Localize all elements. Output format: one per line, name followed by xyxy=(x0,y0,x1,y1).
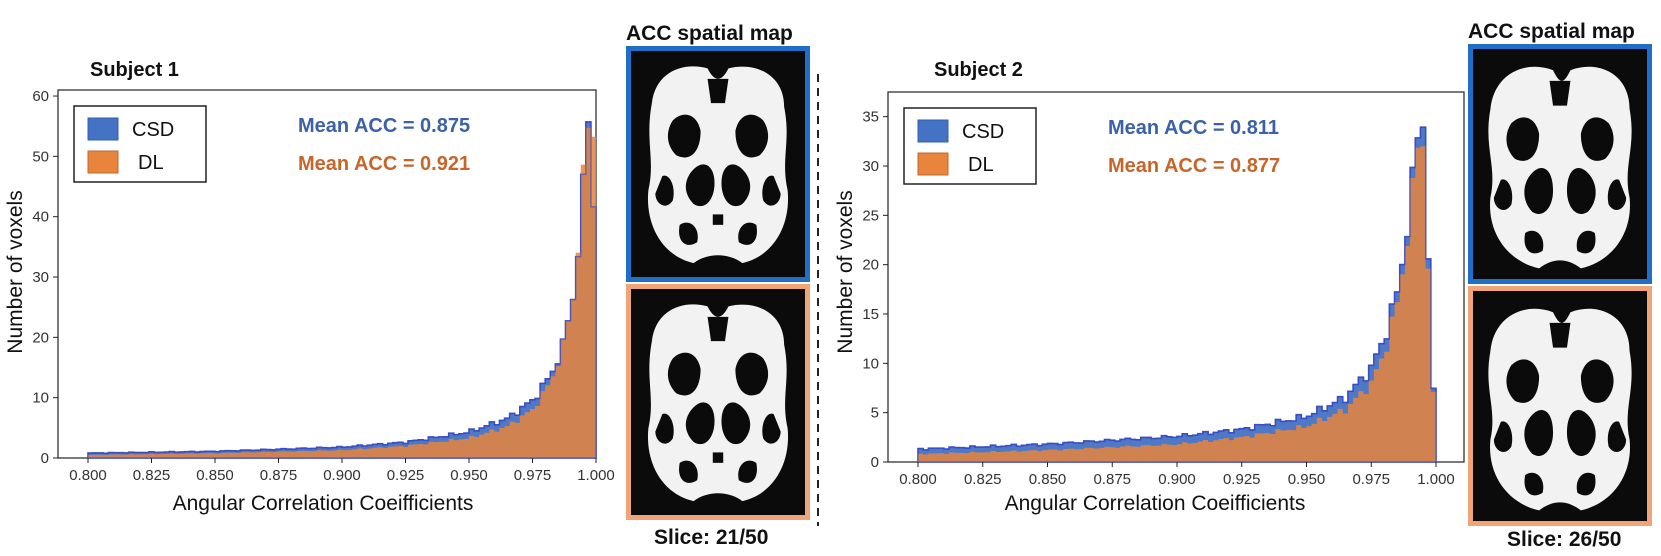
subject1-ylabel: Number of voxels xyxy=(4,190,27,353)
dl-histogram-series xyxy=(88,127,596,458)
subject1-csd-acc-map xyxy=(626,46,810,282)
legend-swatch-csd xyxy=(87,117,119,141)
subject1-title: Subject 1 xyxy=(90,59,179,81)
subject2-slice-label: Slice: 26/50 xyxy=(1507,528,1622,551)
csd-histogram-outline xyxy=(917,126,1437,463)
y-tick-label: 10 xyxy=(862,355,879,372)
mean-acc-csd: Mean ACC = 0.875 xyxy=(298,115,470,137)
y-tick-label: 5 xyxy=(871,405,879,422)
x-tick-label: 0.925 xyxy=(387,467,425,484)
x-tick-label: 0.900 xyxy=(1158,471,1196,488)
subject1-slice-label: Slice: 21/50 xyxy=(654,526,769,549)
subject2-ylabel: Number of voxels xyxy=(834,190,857,353)
legend-label-csd: CSD xyxy=(132,119,174,141)
legend-swatch-dl xyxy=(87,150,119,174)
csd-histogram-outline xyxy=(87,121,597,459)
legend-label-dl: DL xyxy=(138,152,164,174)
y-tick-label: 40 xyxy=(32,209,49,226)
y-tick-label: 10 xyxy=(32,390,49,407)
brain-slice-image xyxy=(631,289,805,515)
subject2-title: Subject 2 xyxy=(934,59,1023,81)
brain-slice-image xyxy=(631,51,805,277)
y-tick-label: 25 xyxy=(862,207,879,224)
legend-swatch-csd xyxy=(917,119,949,143)
x-tick-label: 0.800 xyxy=(899,471,937,488)
y-tick-label: 60 xyxy=(32,88,49,105)
y-tick-label: 50 xyxy=(32,148,49,165)
subject2-dl-acc-map xyxy=(1468,286,1652,526)
legend-swatch-dl xyxy=(917,152,949,176)
y-tick-label: 30 xyxy=(32,269,49,286)
x-tick-label: 0.925 xyxy=(1223,471,1261,488)
x-tick-label: 0.850 xyxy=(1029,471,1067,488)
x-tick-label: 0.800 xyxy=(69,467,107,484)
x-tick-label: 0.875 xyxy=(260,467,298,484)
subject1-map-title: ACC spatial map xyxy=(626,22,793,45)
x-tick-label: 0.825 xyxy=(964,471,1002,488)
mean-acc-dl: Mean ACC = 0.921 xyxy=(298,153,470,175)
y-tick-label: 20 xyxy=(862,257,879,274)
legend-label-csd: CSD xyxy=(962,121,1004,143)
x-tick-label: 0.975 xyxy=(514,467,552,484)
x-tick-label: 1.000 xyxy=(577,467,615,484)
brain-slice-image xyxy=(1473,49,1647,279)
x-tick-label: 0.950 xyxy=(450,467,488,484)
subject1-histogram: 0.800 0.825 0.850 0.875 0.900 0.925 0.950 0.975… xyxy=(32,88,614,484)
dl-histogram-series xyxy=(918,146,1436,462)
x-tick-label: 0.975 xyxy=(1352,471,1390,488)
subject1-xlabel: Angular Correlation Coeifficients xyxy=(173,492,474,515)
x-tick-label: 0.900 xyxy=(323,467,361,484)
x-tick-label: 0.850 xyxy=(196,467,234,484)
legend-label-dl: DL xyxy=(968,154,994,176)
x-tick-label: 0.825 xyxy=(133,467,171,484)
x-tick-label: 0.875 xyxy=(1093,471,1131,488)
subject2-xlabel: Angular Correlation Coeifficients xyxy=(1005,492,1306,515)
y-tick-label: 15 xyxy=(862,306,879,323)
x-tick-label: 1.000 xyxy=(1417,471,1455,488)
subject2-map-title: ACC spatial map xyxy=(1468,20,1635,43)
y-tick-label: 0 xyxy=(871,454,879,471)
subject2-csd-acc-map xyxy=(1468,44,1652,284)
y-tick-label: 30 xyxy=(862,158,879,175)
subject2-histogram: 0.800 0.825 0.850 0.875 0.900 0.925 0.950 0.975… xyxy=(862,91,1465,488)
y-tick-label: 0 xyxy=(41,450,49,467)
subject1-dl-acc-map xyxy=(626,284,810,520)
y-tick-label: 35 xyxy=(862,109,879,126)
mean-acc-csd: Mean ACC = 0.811 xyxy=(1108,117,1279,139)
brain-slice-image xyxy=(1473,291,1647,521)
mean-acc-dl: Mean ACC = 0.877 xyxy=(1108,155,1280,177)
y-tick-label: 20 xyxy=(32,329,49,346)
x-tick-label: 0.950 xyxy=(1288,471,1326,488)
